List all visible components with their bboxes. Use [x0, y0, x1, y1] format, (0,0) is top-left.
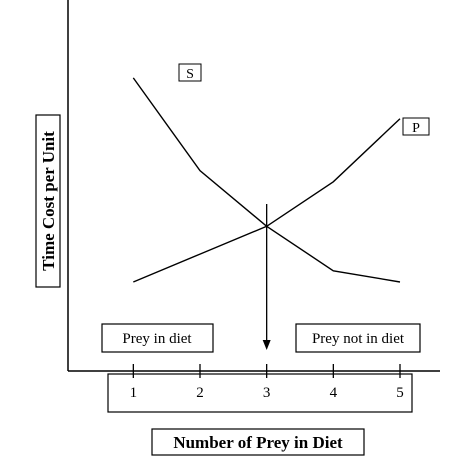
series-label-p: P [412, 121, 420, 136]
x-tick-label-3: 3 [263, 385, 271, 401]
series-label-s: S [186, 67, 194, 82]
prey-not-in-diet-label: Prey not in diet [312, 331, 405, 347]
y-axis-label-group: Time Cost per Unit [35, 114, 61, 288]
prey-in-diet-box [101, 323, 214, 353]
y-axis-label: Time Cost per Unit [39, 131, 58, 271]
x-tick-label-2: 2 [196, 385, 204, 401]
x-ticks: 1 2 3 4 5 [130, 364, 404, 401]
y-axis-label-box [35, 114, 61, 288]
x-axis-label: Number of Prey in Diet [173, 433, 343, 452]
x-tick-box [107, 373, 413, 413]
x-tick-label-4: 4 [330, 385, 338, 401]
series-label-s-box [178, 63, 202, 82]
x-axis-label-box [151, 428, 365, 456]
series-label-p-box [402, 117, 430, 136]
optimum-arrow-head [262, 340, 271, 350]
x-tick-label-1: 1 [130, 385, 138, 401]
prey-not-in-diet-box [295, 323, 421, 353]
prey-in-diet-label: Prey in diet [122, 331, 192, 347]
x-tick-label-5: 5 [396, 385, 404, 401]
